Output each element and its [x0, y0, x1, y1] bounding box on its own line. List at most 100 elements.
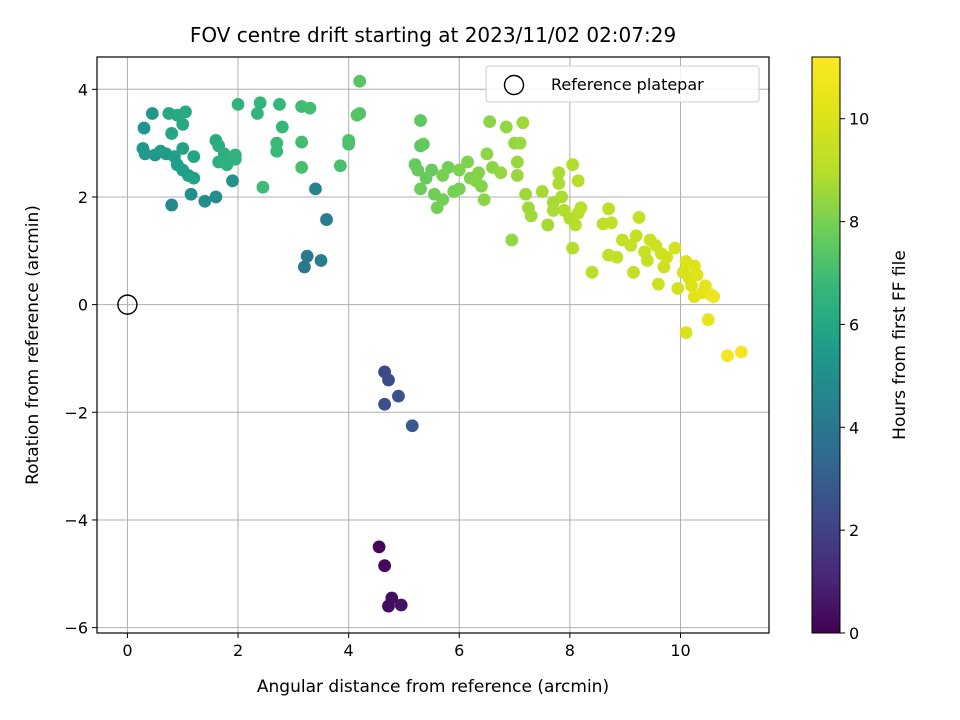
- data-point: [574, 201, 588, 215]
- data-point: [566, 241, 580, 255]
- data-point: [602, 202, 616, 216]
- data-point: [624, 239, 638, 252]
- data-point: [228, 148, 242, 162]
- data-point: [690, 268, 704, 282]
- x-tick-label: 6: [454, 641, 464, 660]
- x-tick-label: 2: [233, 641, 243, 660]
- data-point: [298, 260, 311, 274]
- data-point: [632, 211, 646, 224]
- data-point: [452, 182, 466, 196]
- data-point: [176, 117, 190, 131]
- data-point: [209, 190, 223, 204]
- data-point: [566, 158, 580, 172]
- data-point: [165, 127, 179, 140]
- data-point: [477, 193, 491, 207]
- data-point: [353, 107, 367, 120]
- data-point: [505, 233, 519, 247]
- data-point: [657, 260, 671, 274]
- y-ticks: −6 −4 −2 0 2 4: [64, 80, 97, 638]
- data-point: [452, 163, 466, 177]
- data-point: [516, 116, 530, 130]
- data-point: [425, 163, 439, 177]
- x-ticks: 0 2 4 6 8 10: [122, 633, 691, 660]
- data-point: [184, 187, 198, 201]
- colorbar-tick-label: 10: [849, 110, 869, 129]
- reference-marker: [117, 294, 138, 315]
- data-point: [660, 250, 674, 264]
- data-point: [333, 159, 347, 173]
- data-point: [651, 277, 665, 291]
- colorbar-label: Hours from first FF file: [890, 250, 910, 440]
- y-axis-label: Rotation from reference (arcmin): [23, 205, 43, 485]
- data-point: [187, 171, 201, 185]
- data-point: [314, 254, 328, 267]
- y-tick-label: −2: [64, 403, 88, 422]
- data-point: [604, 216, 618, 230]
- data-point: [378, 397, 392, 411]
- data-point: [627, 265, 640, 279]
- data-point: [436, 169, 450, 182]
- data-point: [295, 160, 309, 174]
- data-point: [138, 147, 152, 161]
- data-point: [610, 250, 624, 264]
- y-tick-label: 4: [78, 80, 88, 99]
- x-tick-label: 0: [122, 641, 132, 660]
- data-point: [411, 163, 425, 177]
- data-point: [552, 177, 566, 190]
- colorbar-tick-label: 4: [849, 418, 859, 437]
- data-point: [253, 96, 267, 110]
- data-point: [394, 598, 408, 612]
- x-axis-label: Angular distance from reference (arcmin): [257, 677, 609, 697]
- data-point: [474, 179, 488, 193]
- colorbar-ticks: 0 2 4 6 8 10: [840, 110, 869, 643]
- data-point: [273, 97, 286, 111]
- data-point: [701, 313, 715, 327]
- chart-title: FOV centre drift starting at 2023/11/02 …: [190, 23, 676, 47]
- colorbar: 0 2 4 6 8 10 Hours from first FF file: [811, 56, 910, 643]
- data-point: [640, 254, 654, 267]
- data-point: [162, 107, 176, 120]
- data-point: [187, 150, 201, 163]
- data-point: [231, 97, 245, 111]
- legend: Reference platepar: [485, 65, 760, 103]
- data-point: [679, 326, 693, 340]
- y-tick-label: −4: [64, 511, 88, 530]
- y-tick-label: −6: [64, 619, 88, 638]
- data-point: [436, 193, 450, 207]
- data-point: [416, 137, 430, 151]
- data-point: [685, 279, 698, 293]
- data-point: [519, 187, 533, 201]
- data-point: [303, 101, 317, 115]
- data-point: [734, 345, 748, 359]
- data-point: [414, 114, 427, 127]
- data-point: [629, 229, 643, 243]
- data-point: [342, 137, 356, 151]
- data-point: [309, 182, 322, 196]
- data-point: [513, 136, 527, 150]
- legend-label: Reference platepar: [551, 75, 704, 94]
- colorbar-tick-label: 0: [849, 624, 859, 643]
- data-point: [535, 185, 549, 198]
- data-point: [226, 174, 239, 188]
- data-point: [300, 249, 314, 263]
- data-point: [483, 115, 497, 128]
- data-point: [275, 120, 289, 134]
- reference-marker-group: [117, 294, 138, 315]
- x-tick-label: 10: [670, 641, 690, 660]
- data-point: [555, 190, 568, 204]
- data-point: [569, 218, 582, 232]
- y-tick-label: 2: [78, 188, 88, 207]
- data-point: [668, 241, 682, 255]
- data-point: [372, 540, 386, 554]
- data-point: [510, 155, 524, 169]
- data-point: [472, 166, 486, 180]
- data-point: [541, 218, 555, 232]
- data-point: [585, 265, 599, 279]
- data-point: [546, 204, 560, 217]
- y-tick-label: 0: [78, 296, 88, 315]
- data-point: [499, 120, 513, 134]
- data-point: [385, 591, 399, 605]
- data-point: [353, 74, 367, 88]
- data-point: [256, 180, 270, 194]
